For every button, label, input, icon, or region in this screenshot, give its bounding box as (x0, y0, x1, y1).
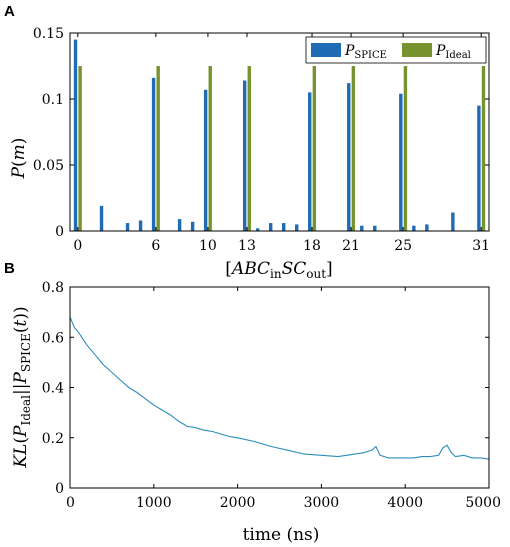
x-tick-label: 18 (303, 238, 321, 254)
spice-bar (125, 223, 130, 231)
spice-bar (190, 221, 195, 231)
spice-bar (347, 83, 351, 231)
ideal-bar (247, 66, 251, 231)
ideal-bar (481, 66, 486, 231)
panel-b-chart: B 0 0.2 0.4 0.6 0.8 0 1000 2000 3000 4000 5000 KL… (4, 260, 501, 545)
panel-a-legend: PSPICE PIdeal (305, 36, 487, 64)
panel-a-chart: A 0 0.05 0.1 0.15 0 6 10 13 18 21 25 31 P(m) [ABCi… (4, 3, 490, 281)
x-tick-label: 13 (238, 238, 256, 254)
x-tick-label: 0 (73, 238, 82, 254)
x-tick-label: 0 (66, 495, 75, 511)
spice-bar (360, 225, 364, 231)
panel-b-axes-frame (69, 286, 490, 489)
panel-b-y-axis-label: KL(PIdeal||PSPICE(t)) (11, 306, 33, 468)
spice-bar (203, 89, 208, 231)
spice-bar-series (73, 39, 481, 232)
panel-b-x-ticks: 0 1000 2000 3000 4000 5000 (66, 287, 501, 511)
spice-bar (151, 77, 156, 231)
spice-bar (399, 93, 403, 231)
y-tick-label: 0 (55, 224, 64, 240)
legend-swatch-spice (311, 43, 341, 57)
y-tick-label: 0.6 (42, 330, 64, 346)
panel-a-x-ticks: 0 6 10 13 18 21 25 31 (73, 33, 490, 254)
x-tick-label: 3000 (304, 495, 340, 511)
ideal-bar (312, 66, 317, 231)
x-tick-label: 1000 (136, 495, 172, 511)
x-tick-label: 10 (199, 238, 217, 254)
spice-bar (308, 92, 312, 232)
x-tick-label: 4000 (387, 495, 423, 511)
spice-bar (477, 105, 481, 231)
x-tick-label: 2000 (220, 495, 256, 511)
legend-label-spice: PSPICE (344, 43, 387, 61)
panel-a-x-axis-label: [ABCinSCout] (225, 259, 332, 281)
spice-bar (425, 224, 429, 231)
y-tick-label: 0.05 (33, 158, 64, 174)
spice-bar (282, 223, 286, 231)
y-tick-label: 0.15 (33, 26, 64, 42)
panel-a-letter: A (4, 3, 15, 20)
ideal-bar-series (78, 66, 486, 231)
ideal-bar (208, 66, 212, 231)
spice-bar (177, 219, 182, 231)
spice-bar (295, 224, 299, 231)
y-tick-label: 0.4 (42, 381, 64, 397)
panel-b-y-ticks: 0 0.2 0.4 0.6 0.8 (42, 280, 489, 497)
spice-bar (255, 228, 260, 231)
spice-bar (99, 205, 104, 231)
panel-b-letter: B (4, 260, 15, 277)
kl-divergence-line (69, 316, 490, 460)
spice-bar (138, 220, 143, 231)
ideal-bar (403, 66, 408, 231)
spice-bar (373, 225, 377, 231)
x-tick-label: 6 (151, 238, 160, 254)
spice-bar (242, 80, 247, 232)
spice-bar (268, 223, 273, 231)
x-tick-label: 31 (472, 238, 490, 254)
legend-swatch-ideal (402, 43, 432, 57)
panel-b-x-axis-label: time (ns) (243, 525, 320, 545)
y-tick-label: 0.2 (42, 431, 64, 447)
ideal-bar (156, 66, 160, 231)
y-tick-label: 0 (55, 481, 64, 497)
x-tick-label: 21 (342, 238, 360, 254)
panel-a-axes-frame (69, 32, 490, 232)
spice-bar (412, 225, 416, 231)
ideal-bar (78, 66, 82, 231)
ideal-bar (351, 66, 356, 231)
x-tick-label: 5000 (465, 495, 501, 511)
panel-a-y-ticks: 0 0.05 0.1 0.15 (33, 26, 489, 240)
y-tick-label: 0.8 (42, 280, 64, 296)
y-tick-label: 0.1 (42, 92, 64, 108)
spice-bar (73, 39, 78, 231)
x-tick-label: 25 (394, 238, 412, 254)
legend-label-ideal: PIdeal (435, 43, 471, 61)
panel-a-y-axis-label: P(m) (9, 138, 29, 180)
spice-bar (451, 212, 455, 231)
